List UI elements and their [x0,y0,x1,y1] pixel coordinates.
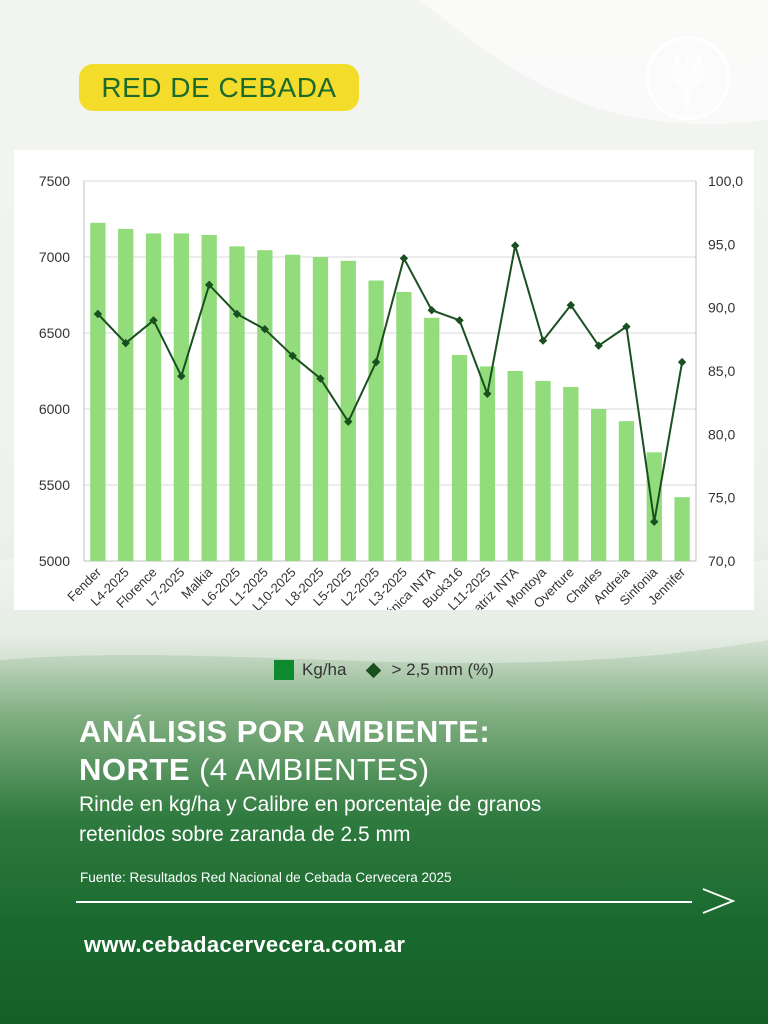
y-right-tick-label: 95,0 [708,236,735,252]
bar-6 [229,246,245,562]
bar-7 [257,250,273,561]
heading-line-1: ANÁLISIS POR AMBIENTE: [79,714,491,749]
caliber-point-15 [483,389,492,398]
caliber-point-3 [149,316,158,325]
bar-21 [646,452,662,561]
caliber-point-17 [538,336,548,345]
bar-12 [396,291,412,561]
y-left-tick-label: 5000 [39,553,70,569]
caliber-point-12 [399,254,409,263]
divider-line [76,901,692,903]
heading-environments: (4 AMBIENTES) [190,752,430,787]
caliber-point-6 [232,309,242,319]
caliber-point-10 [344,417,353,426]
bar-13 [424,317,440,561]
wheat-logo [646,36,730,120]
subtitle-line-2: retenidos sobre zaranda de 2.5 mm [79,823,411,846]
bar-18 [563,386,579,561]
legend-item-caliber: > 2,5 mm (%) [366,660,494,680]
y-right-tick-label: 100,0 [708,173,743,189]
y-right-tick-label: 80,0 [708,426,735,442]
caliber-point-13 [427,306,436,315]
bar-16 [507,371,523,561]
wheat-icon [671,53,705,109]
caliber-point-16 [510,241,520,250]
y-right-tick-label: 85,0 [708,363,735,379]
chart-card: 5000 5500 6000 6500 7000 7500 70,0 75,0 80,0 85,0… [14,150,754,634]
page-subtitle: Rinde en kg/ha y Calibre en porcentaje d… [79,790,719,850]
chart-legend: Kg/ha > 2,5 mm (%) [0,655,768,685]
bar-11 [368,280,384,561]
bar-8 [284,254,301,561]
y-left-tick-label: 6500 [39,325,70,341]
yield-caliber-chart: 5000 5500 6000 6500 7000 7500 70,0 75,0 80,0 85,0… [39,173,743,634]
legend-label-kgha: Kg/ha [302,660,347,679]
y-left-tick-label: 7000 [39,249,70,265]
caliber-line [97,245,684,522]
legend-item-kgha: Kg/ha [274,660,346,680]
caliber-point-9 [316,374,325,383]
caliber-point-1 [93,309,103,319]
y-right-tick-label: 70,0 [708,553,735,569]
legend-bar-swatch [274,660,295,680]
page-heading: ANÁLISIS POR AMBIENTE: NORTE (4 AMBIENTE… [79,713,490,789]
website-link[interactable]: www.cebadacervecera.com.ar [84,932,406,957]
legend-diamond-marker [366,662,382,678]
caliber-point-14 [455,316,464,325]
caliber-point-19 [594,341,603,350]
caliber-point-7 [260,325,270,334]
caliber-point-4 [177,371,186,381]
legend-label-caliber: > 2,5 mm (%) [391,660,494,679]
subtitle-line-1: Rinde en kg/ha y Calibre en porcentaje d… [79,793,542,816]
bar-4 [173,233,190,561]
bar-17 [535,380,551,561]
bar-5 [201,234,217,561]
caliber-point-8 [288,351,297,360]
bar-2 [118,228,134,561]
caliber-point-18 [566,300,576,310]
bar-1 [90,222,106,562]
heading-line-2: NORTE (4 AMBIENTES) [79,751,490,789]
y-left-tick-label: 5500 [39,477,70,493]
bar-3 [145,233,162,561]
arrow-right-icon[interactable] [700,886,736,916]
source-note: Fuente: Resultados Red Nacional de Cebad… [80,870,452,885]
heading-region: NORTE [79,752,190,787]
y-left-tick-label: 7500 [39,173,70,189]
y-right-tick-label: 75,0 [708,490,735,506]
bar-15 [479,366,496,561]
caliber-point-20 [622,322,631,331]
red-de-cebada-badge: RED DE CEBADA [79,64,359,111]
bar-14 [451,355,468,561]
y-left-tick-label: 6000 [39,401,70,417]
bar-22 [674,497,690,561]
y-right-tick-label: 90,0 [708,300,735,316]
bar-9 [312,257,329,561]
bar-19 [590,409,607,561]
bar-20 [618,421,635,561]
caliber-point-22 [677,357,687,367]
bar-10 [340,260,356,561]
